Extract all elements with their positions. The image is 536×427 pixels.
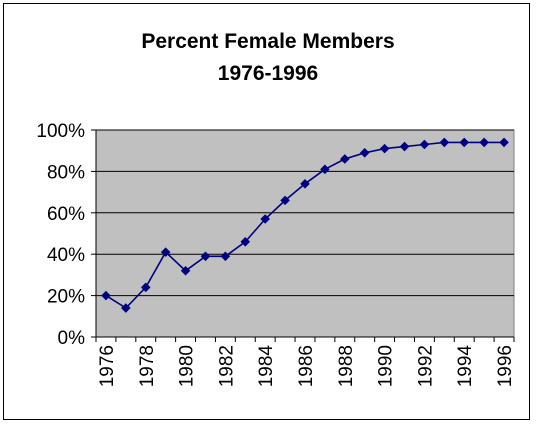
chart-title: Percent Female Members (141, 30, 394, 53)
chart-subtitle: 1976-1996 (218, 62, 318, 85)
data-point (101, 290, 111, 301)
x-tick-label: 1976 (97, 345, 118, 387)
data-point (220, 251, 231, 262)
plot-area (95, 129, 515, 338)
data-point (300, 179, 310, 189)
y-tick-label: 40% (47, 245, 85, 266)
data-point (140, 282, 151, 293)
axes (95, 130, 514, 338)
data-point (479, 137, 489, 148)
data-point (280, 195, 290, 206)
data-point (439, 137, 450, 148)
y-axis-ticks: 0% 20% 40% 60% 80% 100% (36, 121, 96, 349)
y-tick-label: 20% (47, 287, 85, 308)
y-tick-label: 80% (47, 162, 85, 183)
data-point (459, 137, 470, 148)
data-point (121, 303, 131, 313)
x-tick-label: 1980 (177, 345, 198, 387)
x-tick-label: 1996 (495, 345, 516, 387)
y-tick-label: 100% (36, 121, 85, 142)
data-point (320, 164, 330, 175)
data-point (200, 251, 211, 262)
data-point (240, 236, 251, 247)
data-point (260, 214, 270, 224)
x-tick-label: 1982 (216, 345, 237, 387)
x-tick-label: 1978 (137, 345, 158, 387)
x-tick-label: 1990 (376, 345, 397, 387)
data-point (340, 154, 350, 164)
y-tick-label: 60% (47, 204, 85, 225)
data-point (359, 147, 370, 158)
x-tick-label: 1986 (296, 345, 317, 387)
data-point (499, 137, 509, 148)
series (101, 137, 509, 313)
x-tick-label: 1994 (455, 345, 476, 388)
data-point (180, 265, 191, 276)
x-tick-label: 1984 (256, 345, 277, 388)
data-point (419, 139, 430, 150)
data-point (399, 141, 410, 152)
y-tick-label: 0% (58, 328, 86, 349)
x-tick-label: 1992 (415, 345, 436, 387)
data-point (379, 143, 390, 154)
x-tick-label: 1988 (336, 345, 357, 387)
data-point (160, 247, 171, 257)
x-axis-ticks: 1976 1978 1980 1982 1984 1986 1988 1990 1992 1994… (95, 337, 516, 388)
